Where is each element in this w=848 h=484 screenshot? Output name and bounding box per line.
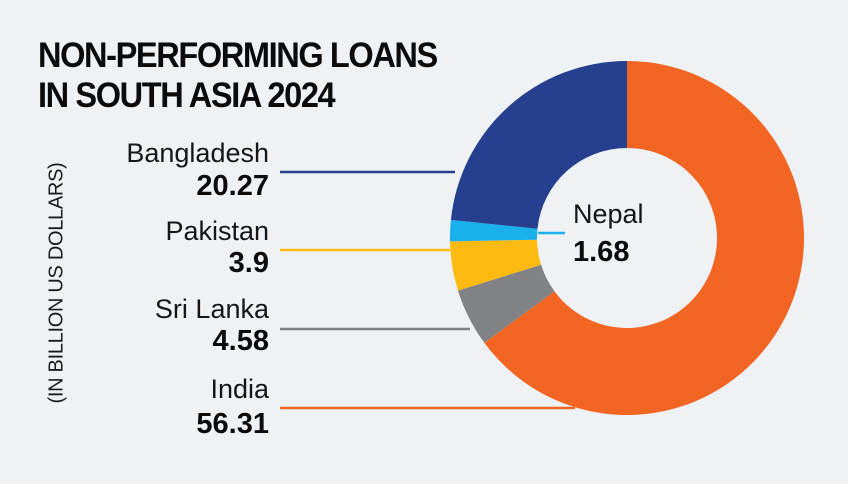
slice-pakistan (450, 239, 542, 291)
slice-india (484, 61, 804, 415)
value-pakistan: 3.9 (229, 247, 269, 279)
slice-sri-lanka (457, 264, 555, 343)
chart-title-line-2: IN SOUTH ASIA 2024 (38, 76, 336, 115)
value-sri-lanka: 4.58 (213, 325, 269, 357)
slice-nepal (450, 219, 538, 242)
label-sri-lanka: Sri Lanka (155, 294, 270, 324)
value-india: 56.31 (196, 408, 269, 440)
value-bangladesh: 20.27 (196, 170, 269, 202)
chart-title-line-1: NON-PERFORMING LOANS (38, 36, 438, 75)
label-nepal: Nepal (573, 199, 644, 229)
label-india: India (210, 374, 270, 404)
leader-lines (280, 170, 575, 410)
label-bangladesh: Bangladesh (126, 138, 269, 168)
chart-title: NON-PERFORMING LOANS IN SOUTH ASIA 2024 (38, 36, 438, 116)
label-pakistan: Pakistan (165, 216, 269, 246)
donut-slices (450, 61, 804, 415)
value-nepal: 1.68 (573, 236, 629, 268)
slice-bangladesh (450, 61, 627, 229)
